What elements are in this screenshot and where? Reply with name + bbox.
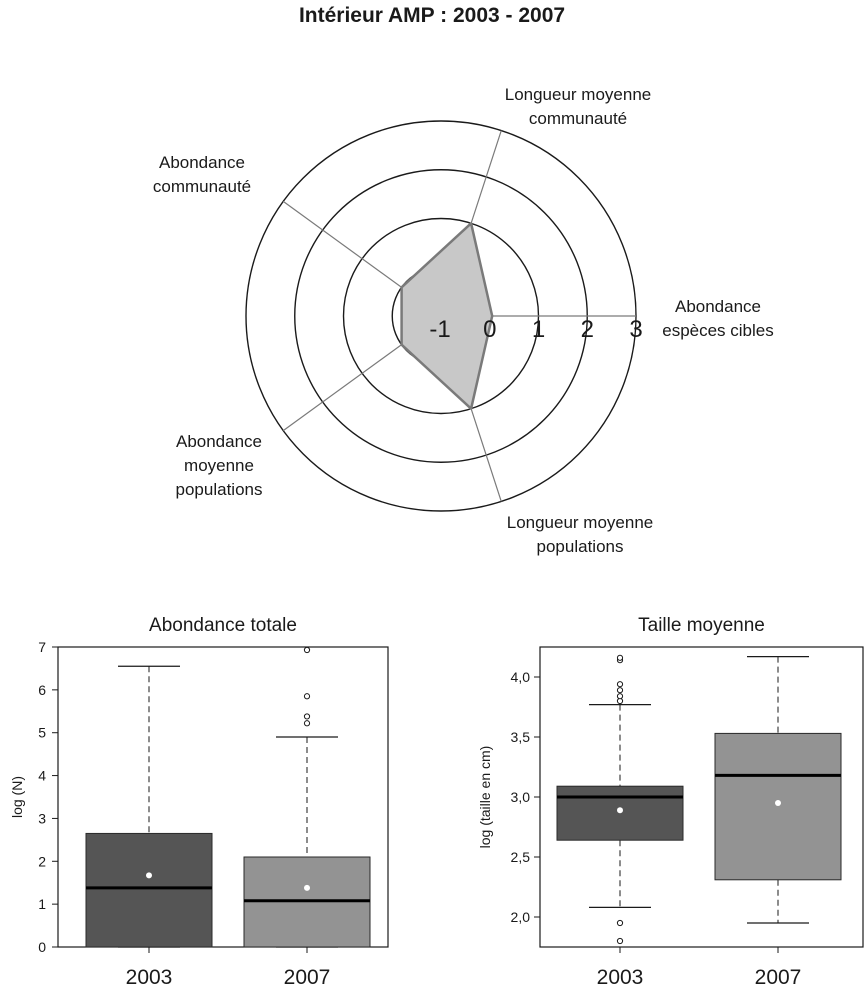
y-tick-label-1-1: 1 <box>38 896 46 912</box>
radar-tick-label-4: 3 <box>629 316 642 343</box>
radar-axis-label-2-0: Abondance <box>159 153 245 172</box>
mean-point-1-0 <box>146 872 152 879</box>
y-tick-label-2-0: 2,0 <box>511 909 531 925</box>
y-tick-label-1-4: 4 <box>38 768 46 784</box>
radar-axis-label-0-0: Abondance <box>675 297 761 316</box>
radar-tick-label-2: 1 <box>532 316 545 343</box>
figure-title: Intérieur AMP : 2003 - 2007 <box>298 4 566 27</box>
mean-point-2-1 <box>775 800 781 806</box>
boxplot-title-1: Abondance totale <box>149 615 297 636</box>
radar-axis-label-3-2: populations <box>176 480 263 499</box>
radar-axis-label-1-1: communauté <box>529 109 627 128</box>
outlier-point-2-0-4 <box>616 687 624 694</box>
radar-axis-label-4-1: populations <box>537 537 624 556</box>
outlier-point-1-1-1 <box>303 713 311 720</box>
y-tick-label-1-0: 0 <box>38 939 46 955</box>
y-tick-label-1-7: 7 <box>38 639 46 655</box>
y-tick-label-2-2: 3,0 <box>511 789 531 805</box>
boxplot-title-2: Taille moyenne <box>638 615 765 636</box>
radar-axis-label-3-1: moyenne <box>184 456 254 475</box>
outlier-point-2-0-0 <box>616 937 624 945</box>
radar-tick-label-0: -1 <box>429 316 450 343</box>
outlier-point-2-0-1 <box>616 919 624 927</box>
radar-tick-label-1: 0 <box>483 316 496 343</box>
radar-polygon <box>400 222 494 410</box>
box-2-1 <box>714 732 842 881</box>
outlier-point-1-1-2 <box>303 693 311 700</box>
y-axis-label-1: log (N) <box>9 776 25 818</box>
x-tick-label-2-0: 2003 <box>597 966 644 989</box>
radar-tick-label-3: 2 <box>581 316 594 343</box>
radar-axis-label-0-1: espèces cibles <box>662 321 774 340</box>
y-tick-label-1-3: 3 <box>38 810 46 826</box>
y-axis-label-2: log (taille en cm) <box>477 746 493 849</box>
radar-axis-label-3-0: Abondance <box>176 432 262 451</box>
outlier-point-1-1-0 <box>303 720 311 727</box>
x-tick-label-1-1: 2007 <box>284 966 331 989</box>
radar-axis-label-4-0: Longueur moyenne <box>507 513 654 532</box>
radar-axis-label-2-1: communauté <box>153 177 251 196</box>
outlier-point-2-0-5 <box>616 681 624 688</box>
y-tick-label-2-1: 2,5 <box>511 849 531 865</box>
x-tick-label-2-1: 2007 <box>755 966 802 989</box>
radar-axis-label-1-0: Longueur moyenne <box>505 85 652 104</box>
outlier-point-1-1-3 <box>303 646 311 654</box>
mean-point-2-0 <box>617 807 623 814</box>
y-tick-label-2-4: 4,0 <box>511 669 531 685</box>
box-1-0 <box>85 832 213 948</box>
y-tick-label-2-3: 3,5 <box>511 729 531 745</box>
outlier-point-2-0-3 <box>616 693 624 700</box>
y-tick-label-1-5: 5 <box>38 725 46 741</box>
y-tick-label-1-6: 6 <box>38 682 46 698</box>
outlier-point-2-0-7 <box>616 654 624 661</box>
y-tick-label-1-2: 2 <box>38 853 46 869</box>
x-tick-label-1-0: 2003 <box>126 966 173 989</box>
mean-point-1-1 <box>304 884 310 891</box>
boxplot-frame-1 <box>57 646 389 948</box>
